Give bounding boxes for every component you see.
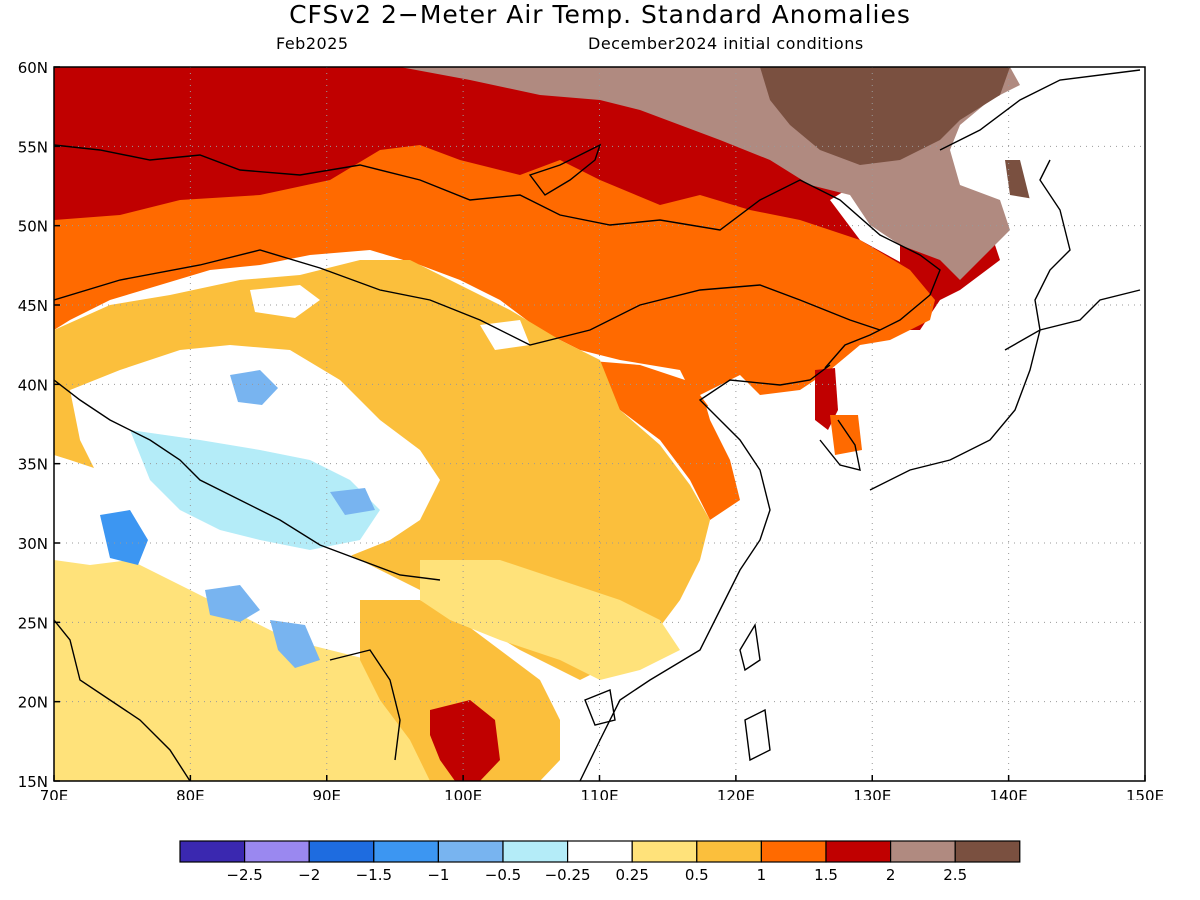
- anomaly-region-yunnan: [420, 560, 680, 680]
- lon-tick-label: 130E: [853, 787, 891, 800]
- colorbar-swatch: [696, 840, 762, 863]
- lat-tick-label: 20N: [18, 694, 48, 712]
- colorbar-swatch: [566, 840, 633, 863]
- lon-tick-label: 110E: [580, 787, 618, 800]
- anomaly-region-northeast-brown: [760, 67, 1010, 165]
- chart-title: CFSv2 2−Meter Air Temp. Standard Anomali…: [289, 0, 911, 29]
- colorbar-label: 0.25: [615, 866, 648, 884]
- colorbar-label: 1.5: [814, 866, 838, 884]
- colorbar-label: 0.5: [685, 866, 709, 884]
- anomaly-region-korea: [815, 368, 838, 430]
- anomaly-region-tibet-lightblue: [130, 430, 380, 550]
- colorbar-label: −2.5: [226, 866, 262, 884]
- colorbar-swatch: [244, 840, 310, 863]
- lat-tick-label: 50N: [18, 218, 48, 236]
- forecast-month: Feb2025: [276, 34, 349, 53]
- axis-ticks: [53, 66, 1146, 782]
- anomaly-region-tibet-blue5: [270, 620, 320, 668]
- lon-tick-label: 150E: [1126, 787, 1164, 800]
- ocean-mask-3: [700, 375, 760, 420]
- colorbar-label: −0.25: [545, 866, 591, 884]
- anomaly-region-korea-orange: [830, 415, 862, 455]
- anomaly-region-tibet-blue3: [100, 510, 148, 565]
- anomaly-region-tibet-blue1: [230, 370, 278, 405]
- anomaly-region-white-north2: [480, 320, 530, 350]
- lat-tick-label: 60N: [18, 59, 48, 77]
- colorbar-swatch: [308, 840, 375, 863]
- anomaly-region-india: [54, 560, 440, 781]
- lat-tick-label: 25N: [18, 614, 48, 632]
- lat-tick-label: 30N: [18, 535, 48, 553]
- colorbar-swatch: [825, 840, 892, 863]
- lon-tick-label: 100E: [444, 787, 482, 800]
- lon-tick-label: 140E: [990, 787, 1028, 800]
- anomaly-region-tibet-blue4: [205, 585, 260, 622]
- coastlines: [54, 69, 1141, 781]
- lon-tick-label: 70E: [40, 787, 69, 800]
- initial-conditions: December2024 initial conditions: [588, 34, 864, 53]
- lat-tick-label: 55N: [18, 138, 48, 156]
- lon-tick-label: 80E: [176, 787, 205, 800]
- latitude-labels: 15N 20N 25N 30N 35N 40N 45N 50N 55N 60N: [18, 59, 48, 791]
- lat-tick-label: 45N: [18, 297, 48, 315]
- anomaly-region-white-north: [250, 285, 320, 318]
- anomaly-region-thailand: [430, 700, 500, 781]
- anomaly-region-tibet-blue2: [330, 488, 375, 515]
- ocean-mask: [560, 290, 1145, 781]
- lat-tick-label: 35N: [18, 456, 48, 474]
- colorbar-label: 2.5: [943, 866, 967, 884]
- colorbar-swatch: [760, 840, 827, 863]
- colorbar-swatch: [502, 840, 569, 863]
- lat-tick-label: 40N: [18, 376, 48, 394]
- anomaly-map: 70E 80E 90E 100E 110E 120E 130E 140E 150E 15N 20N…: [18, 59, 1164, 800]
- colorbar-label: −2: [298, 866, 320, 884]
- anomaly-region-indochina: [360, 600, 560, 781]
- anomaly-region-orange-band: [54, 145, 935, 410]
- grid-lines: [54, 67, 1145, 781]
- colorbar-label: 1: [757, 866, 767, 884]
- lon-tick-label: 120E: [717, 787, 755, 800]
- colorbar-swatch: [179, 840, 246, 863]
- longitude-labels: 70E 80E 90E 100E 110E 120E 130E 140E 150E: [40, 787, 1164, 800]
- colorbar-label: 2: [886, 866, 896, 884]
- colorbar-swatch: [631, 840, 698, 863]
- lon-tick-label: 90E: [312, 787, 341, 800]
- colorbar-label: −1: [427, 866, 449, 884]
- colorbar-label: −1.5: [356, 866, 392, 884]
- lat-tick-label: 15N: [18, 773, 48, 791]
- colorbar-label: −0.5: [485, 866, 521, 884]
- ocean-mask-2: [1010, 67, 1145, 290]
- colorbar-swatch: [954, 840, 1021, 863]
- anomaly-fields: [54, 67, 1145, 781]
- colorbar-swatch: [373, 840, 439, 863]
- colorbar-swatch: [437, 840, 504, 863]
- colorbar-swatch: [889, 840, 956, 863]
